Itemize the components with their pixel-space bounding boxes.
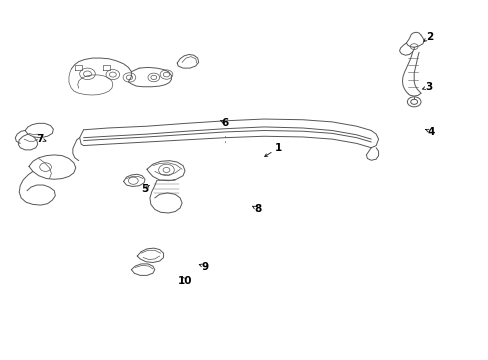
Text: 3: 3 (425, 82, 431, 92)
Text: 2: 2 (426, 32, 432, 41)
Text: 8: 8 (254, 204, 261, 215)
Text: 5: 5 (141, 184, 148, 194)
Text: 9: 9 (202, 262, 209, 272)
Text: 6: 6 (221, 118, 228, 128)
Text: 7: 7 (36, 134, 43, 144)
Text: 10: 10 (178, 276, 192, 286)
Text: 1: 1 (274, 143, 282, 153)
Text: 4: 4 (426, 127, 433, 136)
